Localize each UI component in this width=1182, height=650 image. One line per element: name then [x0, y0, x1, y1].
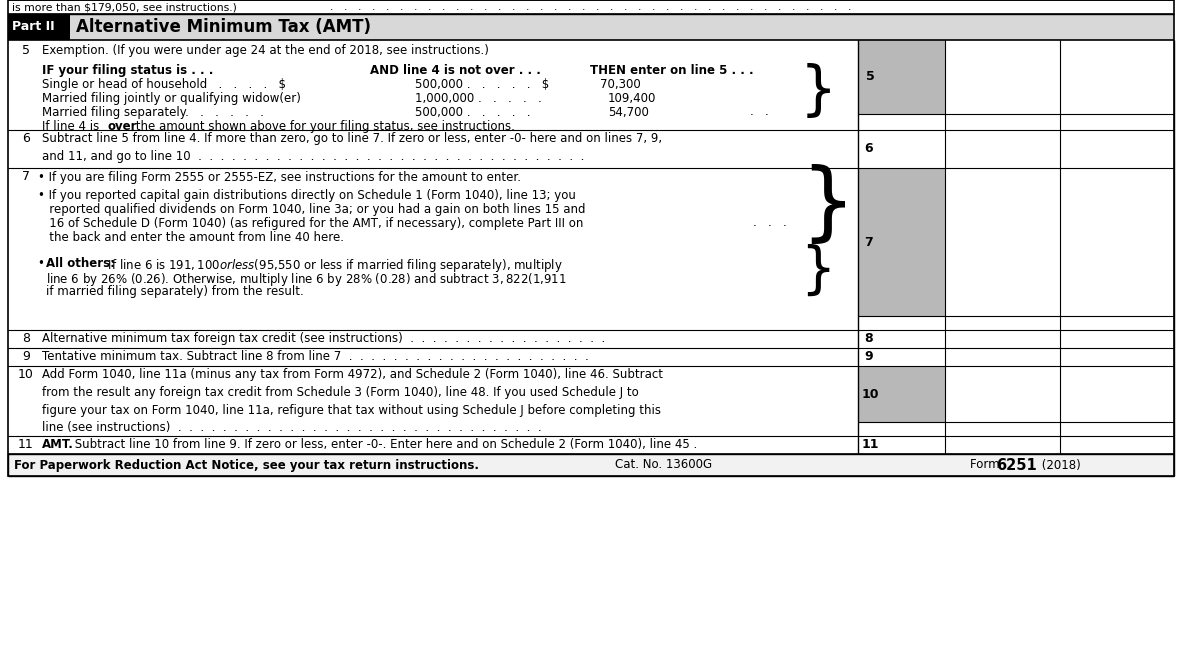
Text: Form: Form — [970, 458, 1004, 471]
Text: Single or head of household   .   .   .   .   $: Single or head of household . . . . $ — [43, 78, 286, 91]
Text: .: . — [722, 2, 726, 12]
Text: 6: 6 — [22, 132, 30, 145]
Text: .: . — [596, 2, 599, 12]
Text: Cat. No. 13600G: Cat. No. 13600G — [615, 458, 712, 471]
Text: 11: 11 — [18, 438, 34, 451]
Text: .: . — [414, 2, 417, 12]
Text: 6251: 6251 — [996, 458, 1037, 473]
Text: THEN enter on line 5 . . .: THEN enter on line 5 . . . — [590, 64, 754, 77]
Text: 16 of Schedule D (Form 1040) (as refigured for the AMT, if necessary), complete : 16 of Schedule D (Form 1040) (as refigur… — [38, 217, 584, 230]
Text: .: . — [834, 2, 837, 12]
Text: 10: 10 — [862, 387, 879, 400]
Text: .: . — [847, 2, 851, 12]
Text: line 6 by 26% (0.26). Otherwise, multiply line 6 by 28% (0.28) and subtract $3,8: line 6 by 26% (0.26). Otherwise, multipl… — [46, 271, 566, 288]
Text: .: . — [792, 2, 795, 12]
Text: }: } — [800, 64, 837, 120]
Text: If line 6 is $191,100 or less ($95,550 or less if married filing separately), mu: If line 6 is $191,100 or less ($95,550 o… — [104, 257, 563, 274]
Bar — [8, 0, 1174, 476]
Text: AMT.: AMT. — [43, 438, 73, 451]
Text: 109,400: 109,400 — [608, 92, 656, 105]
Text: 5: 5 — [866, 70, 875, 83]
Text: 7: 7 — [864, 235, 872, 248]
Text: 6: 6 — [864, 142, 872, 155]
Text: 500,000 .   .   .   .   .   $: 500,000 . . . . . $ — [415, 78, 550, 91]
Text: Subtract line 5 from line 4. If more than zero, go to line 7. If zero or less, e: Subtract line 5 from line 4. If more tha… — [43, 132, 662, 163]
Text: .: . — [806, 2, 810, 12]
Text: Married filing separately.   .   .   .   .   .: Married filing separately. . . . . . — [43, 106, 264, 119]
Text: Alternative minimum tax foreign tax credit (see instructions)  .  .  .  .  .  . : Alternative minimum tax foreign tax cred… — [43, 332, 605, 345]
Text: .: . — [652, 2, 655, 12]
Text: 70,300: 70,300 — [600, 78, 641, 91]
Text: .: . — [372, 2, 376, 12]
Text: }: } — [800, 244, 836, 298]
Text: .: . — [498, 2, 501, 12]
Text: .: . — [526, 2, 530, 12]
Text: 54,700: 54,700 — [608, 106, 649, 119]
Text: if married filing separately) from the result.: if married filing separately) from the r… — [46, 285, 304, 298]
Text: .: . — [624, 2, 628, 12]
Text: Part II: Part II — [12, 21, 54, 34]
Text: .: . — [512, 2, 515, 12]
Text: 10: 10 — [18, 368, 34, 381]
Text: .: . — [387, 2, 389, 12]
Text: .: . — [400, 2, 403, 12]
Text: .: . — [330, 2, 333, 12]
Text: Married filing jointly or qualifying widow(er): Married filing jointly or qualifying wid… — [43, 92, 301, 105]
Text: .   .   .: . . . — [753, 216, 787, 229]
Text: .: . — [554, 2, 558, 12]
Text: .: . — [442, 2, 446, 12]
Text: .: . — [665, 2, 669, 12]
Text: .: . — [456, 2, 460, 12]
Text: reported qualified dividends on Form 1040, line 3a; or you had a gain on both li: reported qualified dividends on Form 104… — [38, 203, 585, 216]
Text: 9: 9 — [864, 350, 872, 363]
Text: For Paperwork Reduction Act Notice, see your tax return instructions.: For Paperwork Reduction Act Notice, see … — [14, 458, 479, 471]
Text: }: } — [800, 164, 855, 246]
Text: 9: 9 — [22, 350, 30, 363]
Text: .: . — [470, 2, 473, 12]
Text: .: . — [483, 2, 487, 12]
Text: • If you are filing Form 2555 or 2555-EZ, see instructions for the amount to ent: • If you are filing Form 2555 or 2555-EZ… — [38, 171, 521, 184]
Text: .: . — [820, 2, 824, 12]
Text: .: . — [638, 2, 642, 12]
Text: Subtract line 10 from line 9. If zero or less, enter -0-. Enter here and on Sche: Subtract line 10 from line 9. If zero or… — [71, 438, 697, 451]
Text: Alternative Minimum Tax (AMT): Alternative Minimum Tax (AMT) — [76, 18, 371, 36]
Text: IF your filing status is . . .: IF your filing status is . . . — [43, 64, 214, 77]
Text: .: . — [736, 2, 740, 12]
Text: If line 4 is: If line 4 is — [43, 120, 103, 133]
Text: 5: 5 — [22, 44, 30, 57]
Text: .: . — [358, 2, 362, 12]
Text: .: . — [610, 2, 613, 12]
Text: Add Form 1040, line 11a (minus any tax from Form 4972), and Schedule 2 (Form 104: Add Form 1040, line 11a (minus any tax f… — [43, 368, 663, 434]
Text: .: . — [344, 2, 348, 12]
Text: Exemption. (If you were under age 24 at the end of 2018, see instructions.): Exemption. (If you were under age 24 at … — [43, 44, 489, 57]
Text: 8: 8 — [22, 332, 30, 345]
Text: .: . — [569, 2, 571, 12]
Text: 8: 8 — [864, 333, 872, 346]
Text: AND line 4 is not over . . .: AND line 4 is not over . . . — [370, 64, 541, 77]
Text: All others:: All others: — [46, 257, 115, 270]
Text: the back and enter the amount from line 40 here.: the back and enter the amount from line … — [38, 231, 344, 244]
Text: Tentative minimum tax. Subtract line 8 from line 7  .  .  .  .  .  .  .  .  .  .: Tentative minimum tax. Subtract line 8 f… — [43, 350, 589, 363]
Text: .: . — [694, 2, 697, 12]
Text: .: . — [708, 2, 712, 12]
Text: .: . — [764, 2, 767, 12]
Text: the amount shown above for your filing status, see instructions.: the amount shown above for your filing s… — [132, 120, 515, 133]
Text: 7: 7 — [22, 170, 30, 183]
Text: 1,000,000 .   .   .   .   .: 1,000,000 . . . . . — [415, 92, 541, 105]
Text: •: • — [38, 257, 48, 270]
Text: .: . — [428, 2, 431, 12]
Text: • If you reported capital gain distributions directly on Schedule 1 (Form 1040),: • If you reported capital gain distribut… — [38, 189, 576, 202]
Text: .: . — [751, 2, 753, 12]
Text: 500,000 .   .   .   .   .: 500,000 . . . . . — [415, 106, 531, 119]
Text: (2018): (2018) — [1038, 458, 1080, 471]
Text: .: . — [540, 2, 544, 12]
Text: .: . — [582, 2, 585, 12]
Text: .: . — [778, 2, 781, 12]
Text: 11: 11 — [862, 439, 879, 452]
Text: is more than $179,050, see instructions.): is more than $179,050, see instructions.… — [12, 2, 236, 12]
Text: .: . — [680, 2, 683, 12]
Text: .   .: . . — [751, 105, 768, 118]
Text: over: over — [108, 120, 136, 133]
